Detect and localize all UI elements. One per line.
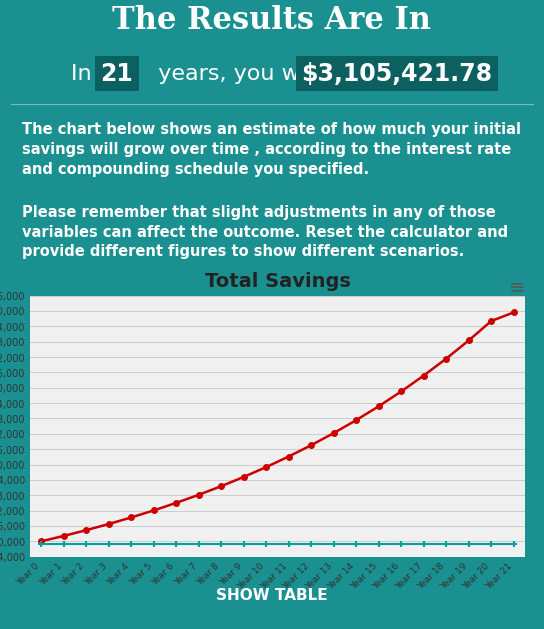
Title: Total Savings: Total Savings: [205, 272, 350, 291]
Text: 21: 21: [101, 62, 133, 86]
Text: years, you will have: years, you will have: [144, 64, 394, 84]
Text: In: In: [71, 64, 106, 84]
Text: ≡: ≡: [509, 277, 525, 296]
Text: $3,105,421.78: $3,105,421.78: [301, 62, 493, 86]
Text: SHOW TABLE: SHOW TABLE: [216, 589, 328, 603]
Text: The chart below shows an estimate of how much your initial savings will grow ove: The chart below shows an estimate of how…: [22, 122, 521, 177]
Text: Please remember that slight adjustments in any of those variables can affect the: Please remember that slight adjustments …: [22, 205, 508, 259]
Text: The Results Are In: The Results Are In: [113, 5, 431, 36]
